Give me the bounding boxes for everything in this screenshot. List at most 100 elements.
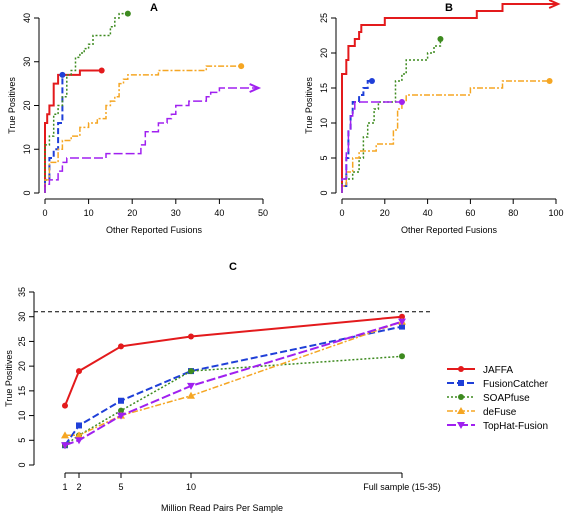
- panel-c-y-tick-label: 25: [17, 336, 27, 346]
- panel-b-x-tick-label: 20: [380, 208, 390, 218]
- panel-c-legend-tophat-fusion-marker: [457, 422, 465, 429]
- panel-a-x-axis-label: Other Reported Fusions: [106, 225, 203, 235]
- panel-b-series-tophat-fusion-end-point: [398, 99, 405, 105]
- panel-c-series-tophat-fusion-point: [398, 318, 406, 326]
- panel-a-x-tick-label: 40: [214, 208, 224, 218]
- panel-a-y-tick-label: 0: [22, 190, 32, 195]
- panel-c-series-fusioncatcher-point: [118, 397, 124, 404]
- panel-b-series-defuse-line: [341, 80, 550, 193]
- panel-c-series-fusioncatcher-point: [76, 422, 82, 429]
- panel-b-x-tick-label: 40: [423, 208, 433, 218]
- panel-a-series-tophat-fusion-line: [44, 87, 259, 193]
- panel-a-series-fusioncatcher-line: [44, 74, 64, 193]
- panel-b-y-axis-label: True Positives: [304, 77, 314, 134]
- panel-c-legend-fusioncatcher-label: FusionCatcher: [483, 379, 549, 390]
- panel-c-x-tick-label: Full sample (15-35): [363, 482, 441, 492]
- panel-a-series-jaffa-end-point: [98, 67, 105, 74]
- panel-b-y-tick-label: 10: [319, 118, 329, 128]
- panel-c-y-tick-label: 5: [17, 438, 27, 443]
- panel-c-x-axis-label: Million Read Pairs Per Sample: [161, 503, 283, 513]
- panel-c-y-tick-label: 0: [17, 462, 27, 467]
- panel-a-series-defuse-line: [44, 65, 242, 193]
- panel-c-series-jaffa-point: [62, 402, 68, 409]
- panel-a-x-tick-label: 0: [42, 208, 47, 218]
- panel-c-series-tophat-fusion-point: [187, 382, 195, 390]
- panel-b: 0 20 40 60 80 100 0 5 10 15 20 25 Other Reported Fus…: [304, 0, 564, 235]
- panel-c-y-tick-label: 20: [17, 361, 27, 371]
- panel-a-series-soapfuse-end-point: [124, 10, 131, 17]
- panel-c-series-fusioncatcher-line: [64, 325, 403, 446]
- panel-b-y-tick-label: 0: [319, 190, 329, 195]
- panel-c-series-tophat-fusion-point: [61, 442, 69, 450]
- panel-c-legend-soapfuse-label: SOAPfuse: [483, 393, 530, 404]
- panel-c-series-fusioncatcher-point: [399, 323, 405, 330]
- panel-a-series-defuse-end-point: [238, 63, 245, 70]
- panel-b-x-axis-label: Other Reported Fusions: [401, 225, 498, 235]
- panel-a-series-tophat-fusion-end-arrow: [249, 83, 262, 93]
- panel-c-series-jaffa-point: [118, 343, 124, 350]
- panel-a-x-tick-label: 30: [171, 208, 181, 218]
- panel-b-y-tick-label: 15: [319, 83, 329, 93]
- panel-a-y-tick-label: 40: [22, 13, 32, 23]
- panel-c-y-tick-label: 35: [17, 287, 27, 297]
- panel-c-series-tophat-fusion-point: [117, 412, 125, 420]
- panel-c-series-jaffa-point: [76, 368, 82, 375]
- panel-c-series-defuse-point: [75, 431, 83, 439]
- panel-b-series-soapfuse-end-point: [437, 36, 444, 42]
- panel-b-y-tick-label: 25: [319, 13, 329, 23]
- panel-c-series-jaffa-point: [399, 313, 405, 320]
- panel-b-series-jaffa-end-arrow: [548, 0, 561, 9]
- panel-b-x-tick-label: 100: [548, 208, 563, 218]
- panel-a-x-tick-label: 20: [127, 208, 137, 218]
- panel-a-series-soapfuse-line: [44, 12, 128, 193]
- panel-c-series-tophat-fusion-point: [75, 437, 83, 445]
- panel-c-series-soapfuse-line: [64, 355, 403, 446]
- panel-b-x-tick-label: 60: [465, 208, 475, 218]
- panel-c: 1 2 5 10 Full sample (15-35)05101520253035Mi…: [4, 261, 549, 513]
- panel-c-y-axis-label: True Positives: [4, 350, 14, 407]
- panel-c-y-tick-label: 30: [17, 312, 27, 322]
- panel-a-label: A: [150, 2, 158, 14]
- panel-c-legend-tophat-fusion-label: TopHat-Fusion: [483, 421, 548, 432]
- panel-b-series-jaffa-line: [341, 3, 559, 193]
- panel-c-x-tick-label: 5: [118, 482, 123, 492]
- panel-b-series-soapfuse-line: [341, 39, 442, 193]
- panel-c-y-tick-label: 15: [17, 386, 27, 396]
- panel-b-x-tick-label: 80: [508, 208, 518, 218]
- panel-c-series-defuse-point: [61, 431, 69, 439]
- panel-c-legend-defuse-marker: [457, 407, 465, 414]
- panel-a-x-tick-label: 50: [258, 208, 268, 218]
- panel-a-series-fusioncatcher-end-point: [59, 71, 66, 78]
- panel-c-label: C: [229, 261, 237, 273]
- panel-a-y-tick-label: 10: [22, 144, 32, 154]
- panel-a-x-tick-label: 10: [84, 208, 94, 218]
- panel-c-x-tick-label: 1: [62, 482, 67, 492]
- panel-b-series-fusioncatcher-end-point: [368, 78, 375, 84]
- panel-b-label: B: [445, 2, 453, 14]
- panel-b-series-tophat-fusion-line: [341, 101, 402, 193]
- panel-c-x-tick-label: 10: [186, 482, 196, 492]
- panel-b-series-defuse-end-point: [546, 78, 553, 84]
- panel-c-series-defuse-line: [65, 320, 403, 437]
- panel-b-y-tick-label: 20: [319, 48, 329, 58]
- panel-a-y-tick-label: 20: [22, 100, 32, 110]
- panel-c-legend-jaffa-marker: [458, 366, 464, 372]
- panel-c-series-soapfuse-point: [118, 407, 124, 414]
- panel-b-x-tick-label: 0: [339, 208, 344, 218]
- panel-a-y-tick-label: 30: [22, 57, 32, 67]
- panel-c-legend-jaffa-label: JAFFA: [483, 365, 513, 376]
- panel-c-legend-defuse-label: deFuse: [483, 407, 517, 418]
- panel-c-legend-fusioncatcher-marker: [458, 380, 464, 386]
- panel-c-x-tick-label: 2: [76, 482, 81, 492]
- panel-c-series-soapfuse-point: [399, 353, 405, 360]
- panel-c-series-jaffa-point: [188, 333, 194, 340]
- panel-c-series-soapfuse-point: [188, 368, 194, 375]
- panel-c-legend-soapfuse-marker: [458, 394, 464, 400]
- panel-a: 0 10 20 30 40 50 0 10 20 30 40 Other Reported Fusio…: [7, 2, 268, 235]
- panel-c-y-tick-label: 10: [17, 411, 27, 421]
- panel-c-series-defuse-point: [187, 391, 195, 399]
- panel-a-y-axis-label: True Positives: [7, 77, 17, 134]
- panel-b-y-tick-label: 5: [319, 155, 329, 160]
- panel-a-series-jaffa-line: [44, 69, 102, 193]
